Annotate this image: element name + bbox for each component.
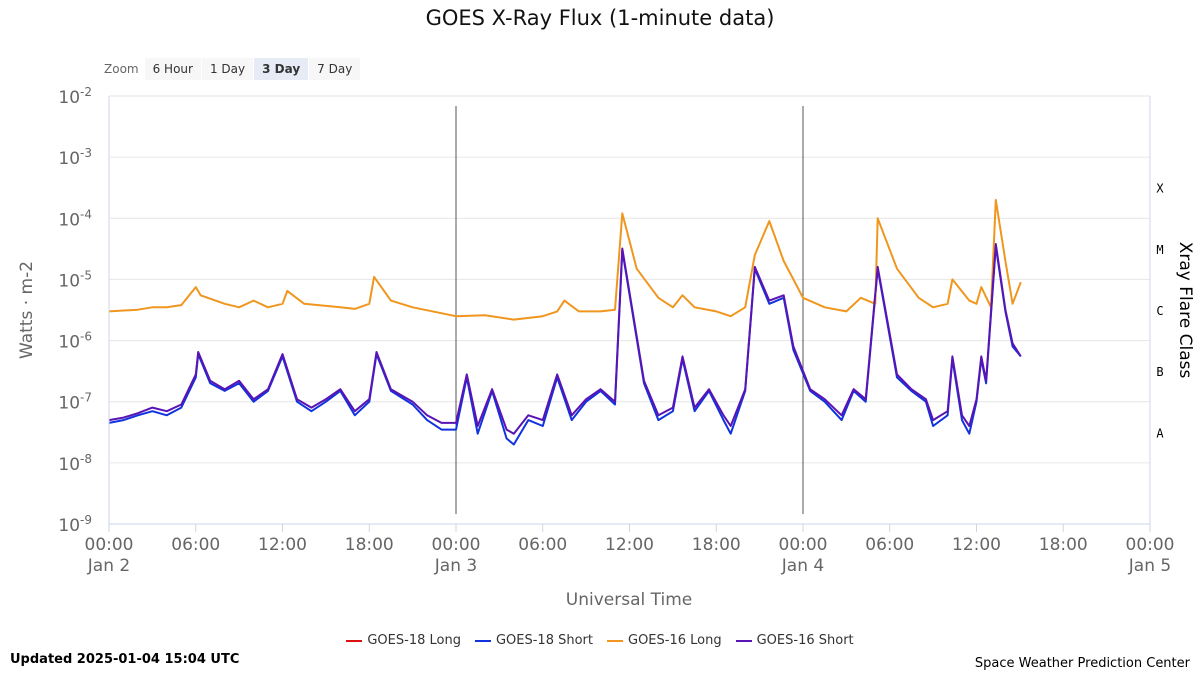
- day-marker-lines: [455, 106, 804, 514]
- zoom-bar: Zoom 6 Hour 1 Day 3 Day 7 Day: [104, 58, 361, 80]
- flare-class-labels: X M C B A: [1156, 182, 1164, 441]
- x-axis-label: Universal Time: [566, 590, 692, 610]
- y-tick-label: 10-6: [58, 330, 92, 353]
- y-tick-label: 10-3: [58, 146, 92, 169]
- x-tick-time: 06:00: [171, 535, 220, 555]
- x-tick-time: 18:00: [1039, 535, 1088, 555]
- y-tick-label: 10-2: [58, 85, 92, 108]
- zoom-1-day-button[interactable]: 1 Day: [201, 58, 254, 80]
- legend-swatch: [474, 639, 491, 642]
- legend-goes18-short[interactable]: GOES-18 Short: [474, 633, 593, 648]
- flare-class-label: B: [1156, 365, 1163, 379]
- legend-label: GOES-18 Long: [367, 633, 461, 648]
- x-tick-time: 12:00: [258, 535, 307, 555]
- x-tick-time: 00:00: [779, 535, 828, 555]
- x-tick-time: 00:00: [432, 535, 481, 555]
- series-line-goes-16-short: [108, 243, 1022, 435]
- legend-goes16-long[interactable]: GOES-16 Long: [607, 633, 722, 648]
- legend-swatch: [735, 639, 752, 642]
- legend-label: GOES-16 Long: [628, 633, 722, 648]
- y-axis-ticks: 10-2 10-3 10-4 10-5 10-6 10-7 10-8 10-9: [58, 85, 92, 536]
- x-tick-time: 06:00: [865, 535, 914, 555]
- legend-label: GOES-18 Short: [495, 633, 593, 648]
- zoom-label: Zoom: [104, 62, 139, 76]
- x-tick-time: 00:00: [1126, 535, 1175, 555]
- flare-class-label: M: [1156, 243, 1163, 257]
- series-line-goes-16-long: [108, 198, 1022, 321]
- x-tick-time: 18:00: [692, 535, 741, 555]
- y-axis-label: Watts · m-2: [17, 261, 37, 359]
- y2-axis-label: Xray Flare Class: [1175, 242, 1195, 379]
- x-tick-date: Jan 4: [781, 556, 824, 576]
- chart-title: GOES X-Ray Flux (1-minute data): [425, 6, 775, 30]
- zoom-6-hour-button[interactable]: 6 Hour: [144, 58, 201, 80]
- y-tick-label: 10-9: [58, 513, 92, 536]
- x-tick-date: Jan 5: [1128, 556, 1171, 576]
- flare-class-label: X: [1156, 182, 1164, 196]
- y-tick-label: 10-5: [58, 268, 92, 291]
- flare-class-label: C: [1156, 304, 1163, 318]
- x-tick-date: Jan 3: [434, 556, 477, 576]
- legend-label: GOES-16 Short: [756, 633, 854, 648]
- x-tick-date: Jan 2: [87, 556, 130, 576]
- updated-timestamp: Updated 2025-01-04 15:04 UTC: [10, 652, 240, 667]
- legend-swatch: [607, 639, 623, 642]
- x-tick-time: 06:00: [518, 535, 567, 555]
- legend-goes18-long[interactable]: GOES-18 Long: [346, 633, 461, 648]
- x-tick-time: 12:00: [952, 535, 1001, 555]
- y-tick-label: 10-8: [58, 452, 92, 475]
- credit-text: Space Weather Prediction Center: [974, 656, 1190, 671]
- x-tick-time: 18:00: [345, 535, 394, 555]
- flare-class-label: A: [1156, 426, 1164, 440]
- y-tick-label: 10-7: [58, 391, 92, 414]
- legend-goes16-short[interactable]: GOES-16 Short: [735, 633, 854, 648]
- series-lines: [108, 198, 1022, 446]
- y-tick-label: 10-4: [58, 207, 92, 230]
- zoom-7-day-button[interactable]: 7 Day: [309, 58, 361, 80]
- grid-lines: [109, 95, 1150, 525]
- series-line-goes-18-short: [108, 245, 1022, 446]
- x-tick-time: 00:00: [85, 535, 134, 555]
- legend-swatch: [346, 639, 363, 642]
- x-tick-time: 12:00: [605, 535, 654, 555]
- legend: GOES-18 Long GOES-18 Short GOES-16 Long …: [0, 633, 1200, 648]
- zoom-3-day-button[interactable]: 3 Day: [254, 58, 309, 80]
